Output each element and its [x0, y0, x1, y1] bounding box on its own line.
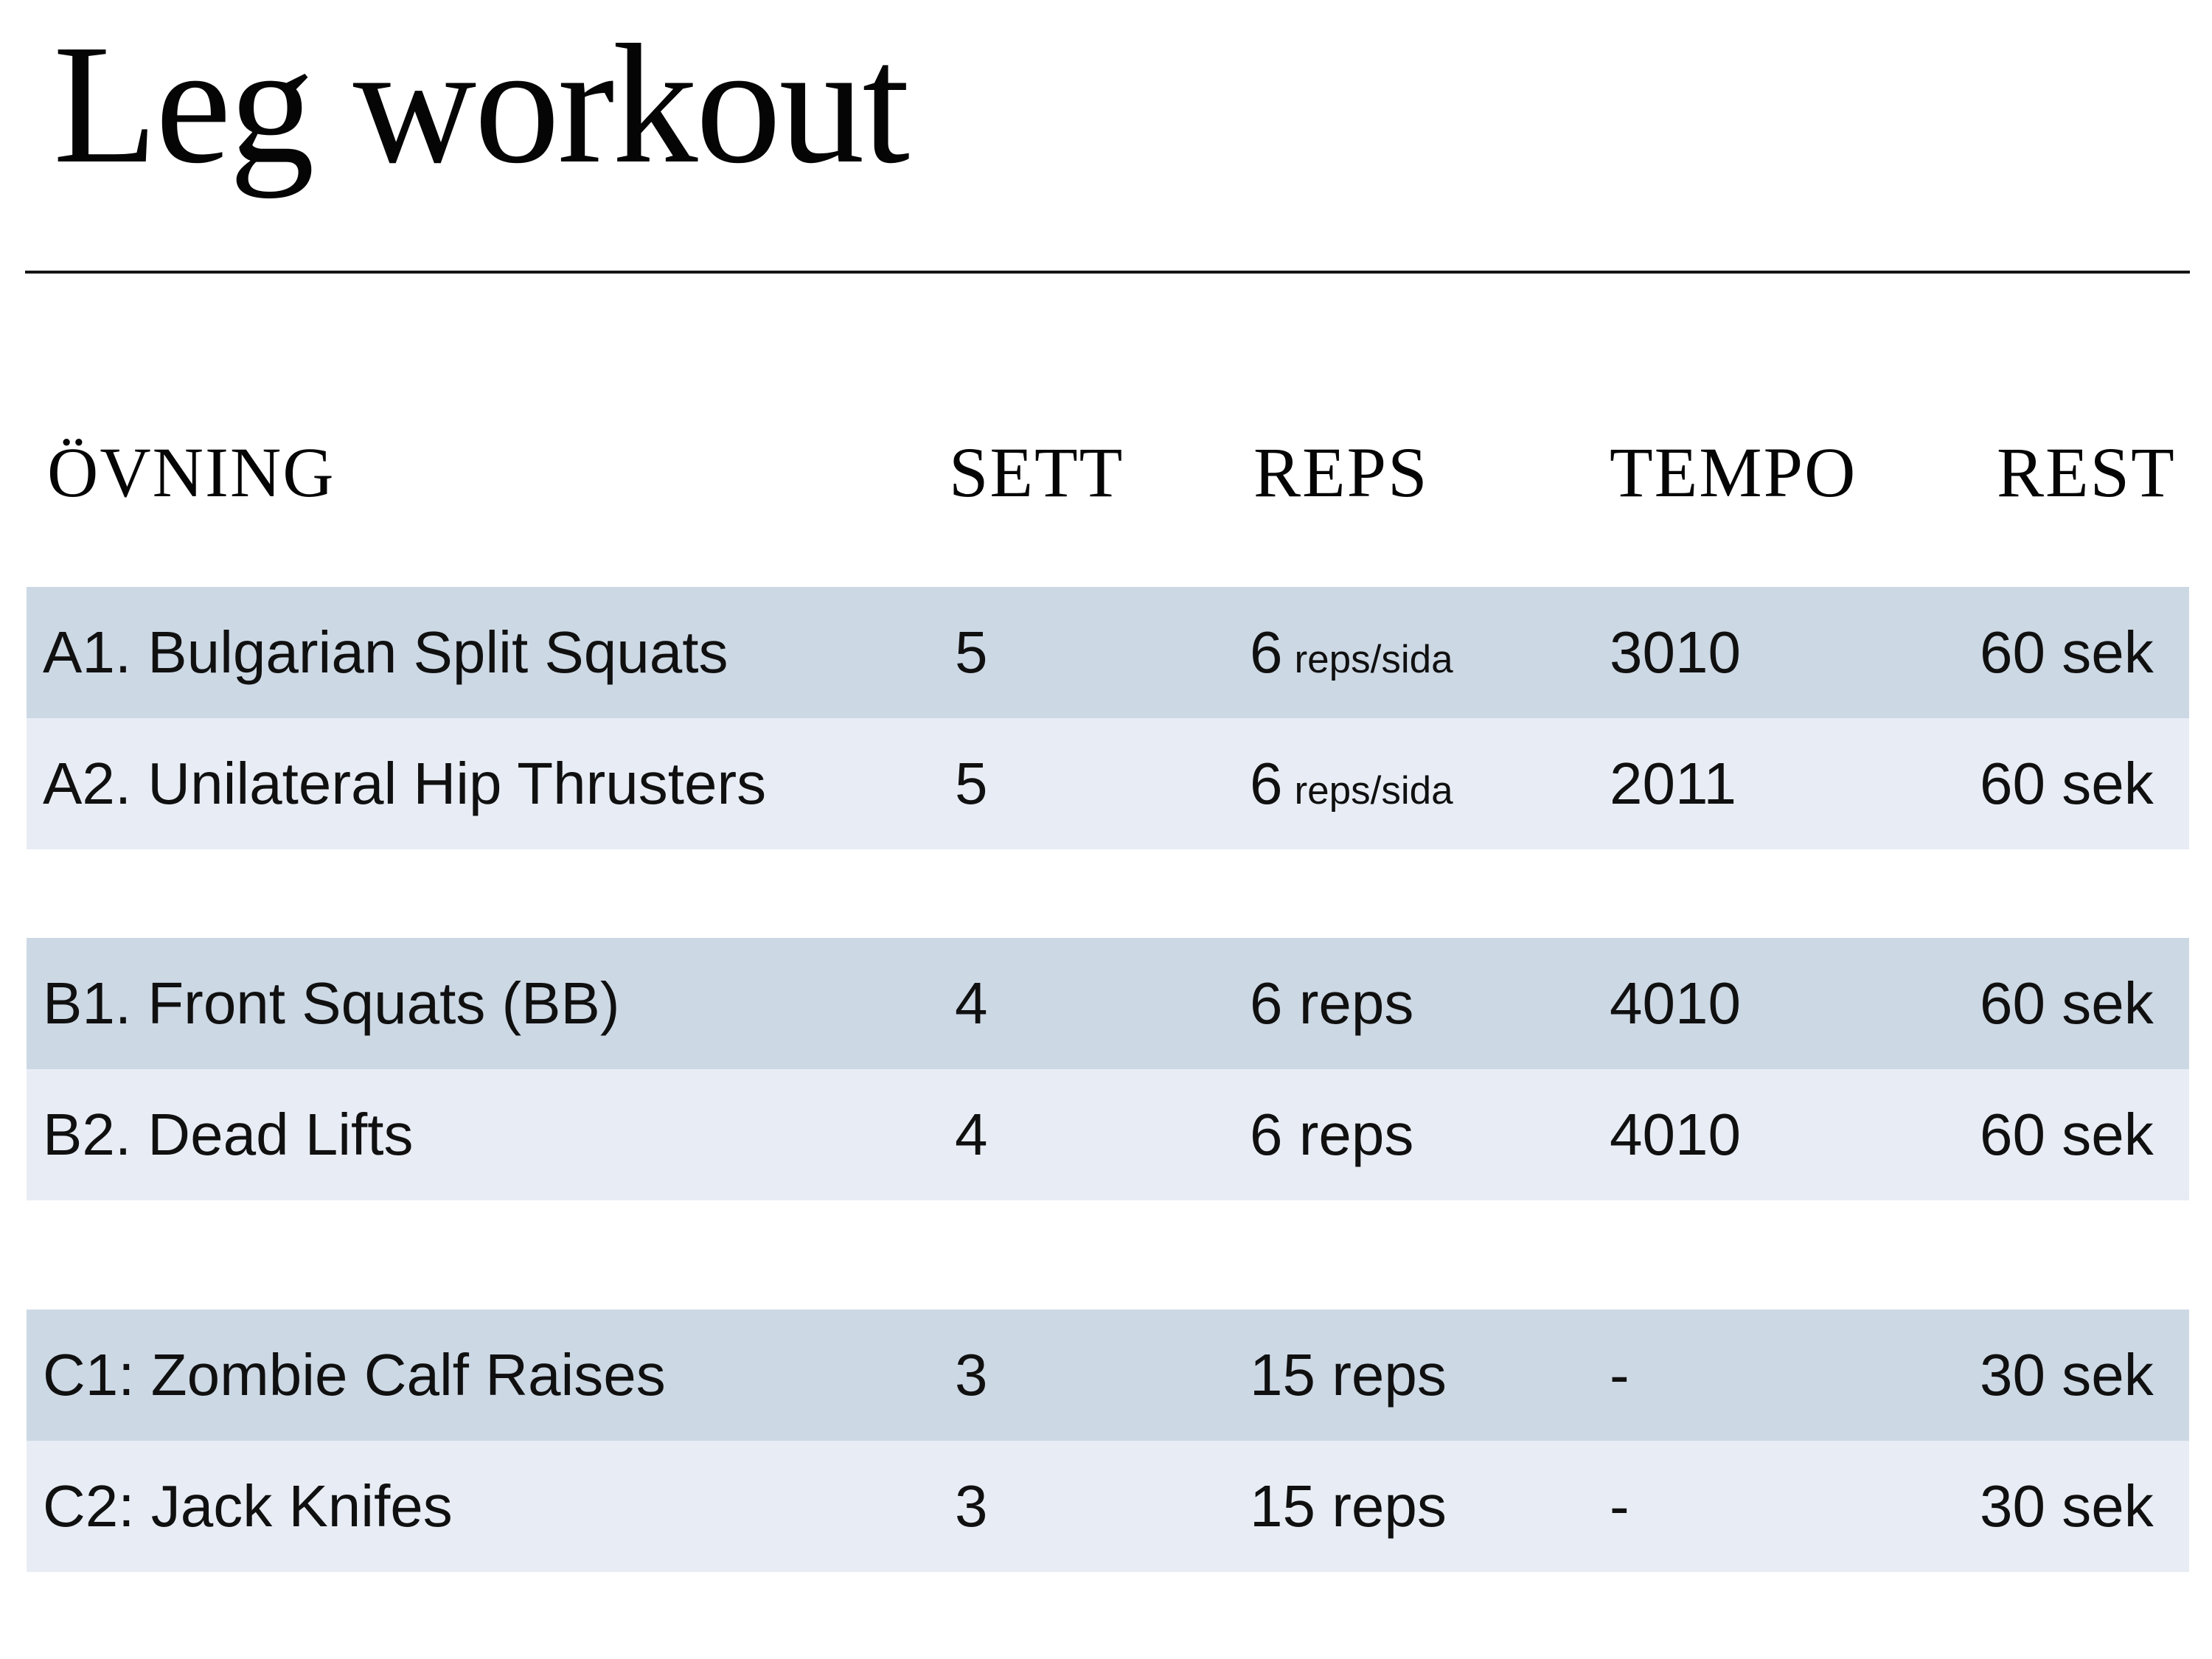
cell-reps: 15 reps — [1250, 1472, 1610, 1540]
cell-exercise: B2. Dead Lifts — [43, 1102, 414, 1167]
cell-sets: 3 — [955, 1342, 988, 1408]
cell-tempo: 2011 — [1610, 751, 1737, 816]
cell-tempo: - — [1610, 1342, 1630, 1408]
reps-value: 6 reps — [1250, 970, 1414, 1036]
cell-exercise: C2: Jack Knifes — [43, 1473, 453, 1539]
cell-exercise: B1. Front Squats (BB) — [43, 970, 620, 1036]
cell-exercise: C1: Zombie Calf Raises — [43, 1342, 666, 1408]
cell-rest: 30 sek — [1980, 1473, 2154, 1539]
title-divider — [25, 271, 2190, 274]
cell-tempo: 4010 — [1610, 970, 1741, 1036]
cell-tempo: - — [1610, 1473, 1630, 1539]
cell-sets: 4 — [955, 970, 988, 1036]
table-row-b2: B2. Dead Lifts 4 6 reps 4010 60 sek — [27, 1069, 2189, 1200]
cell-sets: 3 — [955, 1473, 988, 1539]
cell-rest: 60 sek — [1980, 751, 2154, 816]
cell-rest: 60 sek — [1980, 970, 2154, 1036]
table-group-c: C1: Zombie Calf Raises 3 15 reps - 30 se… — [27, 1310, 2189, 1572]
cell-reps: 6 reps — [1250, 970, 1610, 1037]
cell-sets: 5 — [955, 619, 988, 685]
cell-rest: 60 sek — [1980, 619, 2154, 685]
header-exercise: ÖVNING — [47, 433, 335, 512]
reps-value: 15 reps — [1250, 1342, 1447, 1408]
cell-rest: 30 sek — [1980, 1342, 2154, 1408]
reps-value: 6 reps — [1250, 1102, 1414, 1167]
table-group-b: B1. Front Squats (BB) 4 6 reps 4010 60 s… — [27, 938, 2189, 1200]
table-row-a1: A1. Bulgarian Split Squats 5 6 reps/sida… — [27, 587, 2189, 718]
cell-rest: 60 sek — [1980, 1102, 2154, 1167]
table-group-a: A1. Bulgarian Split Squats 5 6 reps/sida… — [27, 587, 2189, 849]
header-tempo: TEMPO — [1610, 433, 1857, 512]
cell-reps: 6 reps/sida — [1250, 619, 1610, 686]
cell-tempo: 3010 — [1610, 619, 1741, 685]
header-rest: REST — [1997, 433, 2176, 512]
table-header-row: ÖVNING SETT REPS TEMPO REST — [27, 411, 2189, 533]
cell-reps: 6 reps/sida — [1250, 750, 1610, 818]
header-sets: SETT — [949, 433, 1124, 512]
cell-sets: 5 — [955, 751, 988, 816]
reps-value: 6 — [1250, 751, 1283, 816]
cell-tempo: 4010 — [1610, 1102, 1741, 1167]
reps-unit-note: reps/sida — [1294, 769, 1453, 813]
cell-exercise: A1. Bulgarian Split Squats — [43, 619, 728, 685]
table-row-c1: C1: Zombie Calf Raises 3 15 reps - 30 se… — [27, 1310, 2189, 1441]
table-row-a2: A2. Unilateral Hip Thrusters 5 6 reps/si… — [27, 718, 2189, 849]
cell-sets: 4 — [955, 1102, 988, 1167]
cell-reps: 6 reps — [1250, 1101, 1610, 1169]
reps-value: 15 reps — [1250, 1473, 1447, 1539]
table-row-c2: C2: Jack Knifes 3 15 reps - 30 sek — [27, 1441, 2189, 1572]
reps-value: 6 — [1250, 619, 1283, 685]
page-title: Leg workout — [53, 10, 910, 199]
cell-reps: 15 reps — [1250, 1341, 1610, 1409]
reps-unit-note: reps/sida — [1294, 638, 1453, 681]
header-reps: REPS — [1253, 433, 1429, 512]
cell-exercise: A2. Unilateral Hip Thrusters — [43, 751, 767, 816]
table-row-b1: B1. Front Squats (BB) 4 6 reps 4010 60 s… — [27, 938, 2189, 1069]
